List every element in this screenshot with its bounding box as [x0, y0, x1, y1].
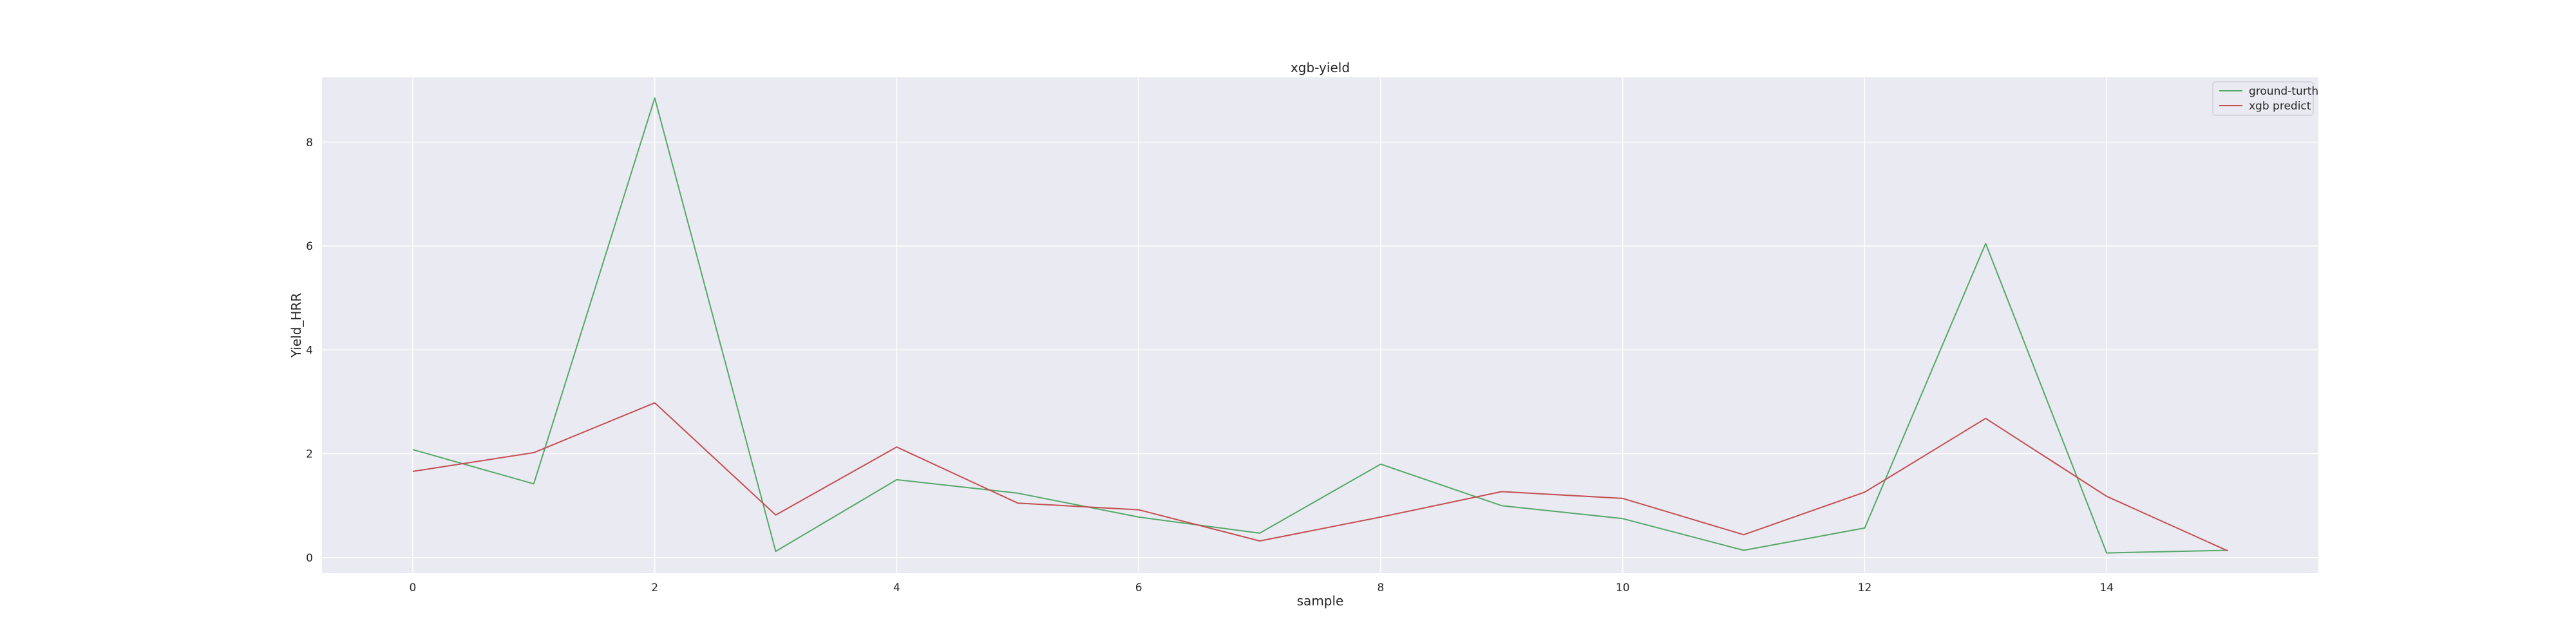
grid: [322, 77, 2318, 573]
y-tick-label: 6: [306, 240, 313, 253]
y-axis-label: Yield_HRR: [289, 293, 304, 359]
x-axis-label: sample: [1297, 593, 1344, 609]
legend-label-xgb-predict: xgb predict: [2249, 100, 2311, 113]
y-tick-label: 4: [306, 344, 313, 357]
y-tick-label: 8: [306, 137, 313, 149]
legend-label-ground-turth: ground-turth: [2249, 85, 2318, 98]
y-tick-label: 2: [306, 448, 313, 461]
x-tick-label: 14: [2099, 582, 2114, 594]
series-layer: [412, 97, 2228, 554]
x-tick-label: 12: [1858, 582, 1872, 594]
x-tick-label: 4: [893, 582, 900, 594]
x-tick-label: 0: [409, 582, 416, 594]
series-line-xgb-predict: [412, 402, 2228, 552]
chart-title: xgb-yield: [1291, 60, 1350, 75]
x-tick-label: 2: [651, 582, 658, 594]
legend: ground-turth xgb predict: [2212, 81, 2318, 116]
x-tick-label: 6: [1135, 582, 1142, 594]
x-tick-label: 8: [1378, 582, 1385, 594]
series-line-ground-turth: [412, 97, 2228, 554]
x-tick-label: 10: [1616, 582, 1630, 594]
tick-labels: 0 2 4 6 8 10 12 14 0 2 4 6 8: [306, 137, 2114, 594]
y-tick-label: 0: [306, 552, 313, 565]
